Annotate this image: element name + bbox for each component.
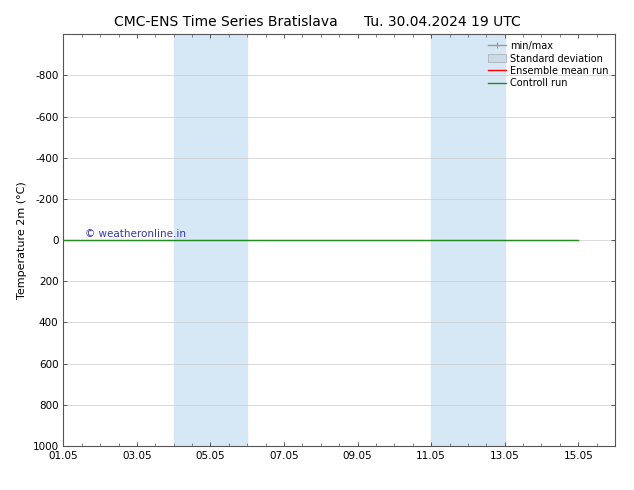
- Text: © weatheronline.in: © weatheronline.in: [86, 229, 186, 239]
- Bar: [431, 34, 505, 446]
- Legend: min/max, Standard deviation, Ensemble mean run, Controll run: min/max, Standard deviation, Ensemble me…: [486, 39, 610, 90]
- Bar: [174, 34, 247, 446]
- Text: CMC-ENS Time Series Bratislava      Tu. 30.04.2024 19 UTC: CMC-ENS Time Series Bratislava Tu. 30.04…: [113, 15, 521, 29]
- Y-axis label: Temperature 2m (°C): Temperature 2m (°C): [17, 181, 27, 299]
